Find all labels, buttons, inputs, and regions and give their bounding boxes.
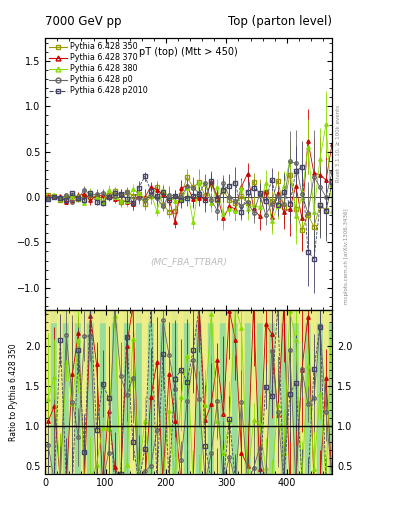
Bar [69,310,75,474]
Bar [166,310,172,474]
Bar [118,310,124,474]
Bar [329,310,335,474]
Bar [75,310,81,474]
Bar [244,310,251,474]
Bar [94,310,99,474]
Bar [220,310,226,474]
Bar [154,310,160,474]
Bar [190,310,196,474]
Bar [81,310,88,474]
Bar [124,310,130,474]
Bar [196,310,202,474]
Bar [136,310,142,474]
Text: (MC_FBA_TTBAR): (MC_FBA_TTBAR) [150,257,227,266]
Bar [287,310,293,474]
Bar [45,310,332,323]
Bar [232,310,239,474]
Bar [317,310,323,474]
Bar [130,310,136,474]
Bar [99,310,106,474]
Bar [299,310,305,474]
Bar [148,310,154,474]
Bar [323,310,329,474]
Bar [106,310,112,474]
Bar [45,310,51,474]
Text: Rivet 3.1.10, ≥ 100k events: Rivet 3.1.10, ≥ 100k events [336,105,341,182]
Bar [311,310,317,474]
Bar [275,310,281,474]
Bar [293,310,299,474]
Bar [214,310,220,474]
Bar [51,310,57,474]
Text: Top (parton level): Top (parton level) [228,15,332,28]
Legend: Pythia 6.428 350, Pythia 6.428 370, Pythia 6.428 380, Pythia 6.428 p0, Pythia 6.: Pythia 6.428 350, Pythia 6.428 370, Pyth… [48,41,149,97]
Bar [269,310,275,474]
Bar [281,310,287,474]
Bar [239,310,244,474]
Bar [184,310,190,474]
Bar [57,310,63,474]
Bar [226,310,232,474]
Y-axis label: Ratio to Pythia 6.428 350: Ratio to Pythia 6.428 350 [9,343,18,441]
Bar [88,310,94,474]
Text: 7000 GeV pp: 7000 GeV pp [45,15,122,28]
Bar [257,310,263,474]
Bar [341,310,347,474]
Bar [251,310,257,474]
Bar [63,310,69,474]
Bar [178,310,184,474]
Bar [112,310,118,474]
Bar [208,310,214,474]
Bar [263,310,269,474]
Text: pT (top) (Mtt > 450): pT (top) (Mtt > 450) [139,47,238,56]
Bar [335,310,341,474]
Bar [305,310,311,474]
Bar [202,310,208,474]
Text: mcplots.cern.ch [arXiv:1306.3436]: mcplots.cern.ch [arXiv:1306.3436] [344,208,349,304]
Bar [160,310,166,474]
Bar [142,310,148,474]
Bar [172,310,178,474]
